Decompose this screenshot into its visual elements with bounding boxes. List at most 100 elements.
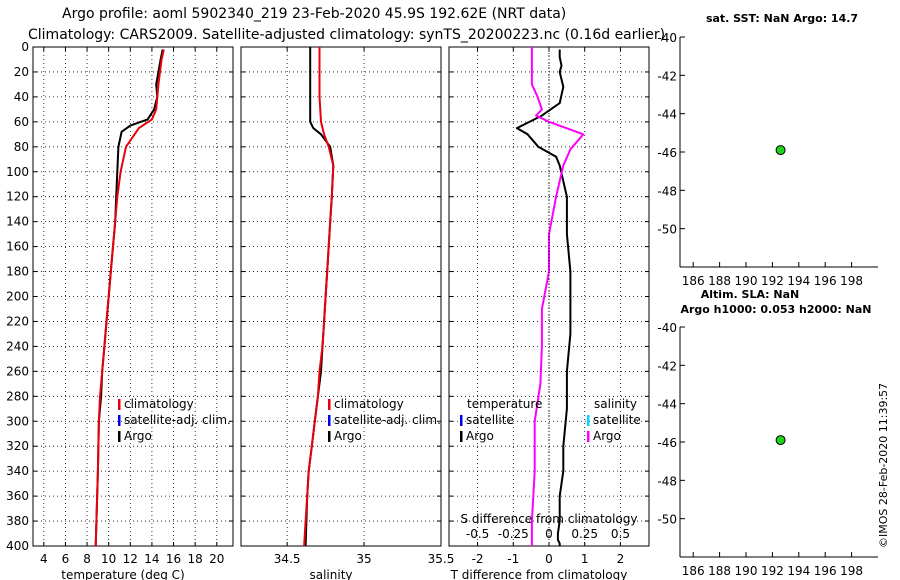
temperature-xtick-label: 16 [166, 552, 181, 566]
legend-swatch-argo [328, 431, 331, 442]
map-sst-ytick-label: -42 [657, 69, 677, 83]
map-sst-ytick-label: -48 [657, 184, 677, 198]
temperature-xtick-label: 6 [62, 552, 70, 566]
map-sst-ytick-label: -50 [657, 223, 677, 237]
legend-swatch-satellite [118, 415, 121, 426]
difference-s-tick-label: 0.25 [571, 527, 598, 541]
map-sla-ytick-label: -48 [657, 474, 677, 488]
depth-tick-label: 280 [6, 389, 29, 403]
depth-tick-label: 120 [6, 190, 29, 204]
temperature-xtick-label: 18 [188, 552, 203, 566]
depth-tick-label: 260 [6, 364, 29, 378]
map-sla-xtick-label: 186 [682, 564, 705, 578]
depth-tick-label: 180 [6, 265, 29, 279]
salinity-xtick-label: 34.5 [274, 552, 301, 566]
legend-label-s-0: satellite [593, 413, 641, 427]
depth-tick-label: 360 [6, 489, 29, 503]
map-sst-ytick-label: -44 [657, 108, 677, 122]
temperature-xtick-label: 4 [40, 552, 48, 566]
difference-panel: -2 -1 0 1 2 T difference from climatology S di… [448, 46, 650, 580]
salinity-xtick-label: 35.5 [428, 552, 455, 566]
difference-series-s-diff [530, 47, 585, 546]
map-sla-xtick-label: 196 [814, 564, 837, 578]
legend-label-climatology: climatology [124, 397, 194, 411]
legend-swatch-s-0 [587, 415, 590, 426]
plot-title-line1: Argo profile: aoml 5902340_219 23-Feb-20… [62, 6, 567, 22]
legend-swatch-satellite [328, 415, 331, 426]
depth-tick-label: 240 [6, 339, 29, 353]
map-sla-ytick-label: -46 [657, 436, 677, 450]
legend-label-t-0: satellite [466, 413, 514, 427]
depth-tick-label: 380 [6, 514, 29, 528]
map-sla-xtick-label: 190 [735, 564, 758, 578]
map-sst-xtick-label: 186 [682, 274, 705, 288]
sst-map-title: sat. SST: NaN Argo: 14.7 [706, 12, 858, 25]
legend-label-t-1: Argo [466, 429, 494, 443]
map-sla-argo-point [775, 435, 786, 446]
map-sla-xtick-label: 194 [787, 564, 810, 578]
difference-s-tick-label: 0.5 [611, 527, 630, 541]
temperature-xlabel: temperature (deg C) [61, 568, 184, 580]
salinity-panel: 34.5 35 35.5 salinity climatology satellite-a… [240, 46, 455, 580]
depth-tick-label: 0 [21, 40, 29, 54]
temperature-series-climatology [94, 49, 165, 547]
temperature-panel: 0 20 40 60 80 100 120 140 160 180 200 220 240 260 280 3… [6, 40, 234, 580]
difference-s-tick-label: 0 [545, 527, 553, 541]
map-sla-ytick-label: -42 [657, 359, 677, 373]
legend-swatch-s-1 [587, 431, 590, 442]
difference-xtick-label: 1 [581, 552, 589, 566]
map-sla-xtick-label: 198 [840, 564, 863, 578]
map-sla-ytick-label: -40 [657, 321, 677, 335]
temperature-xtick-label: 14 [144, 552, 159, 566]
legend-swatch-t-1 [460, 431, 463, 442]
depth-tick-label: 400 [6, 539, 29, 553]
difference-xtick-label: 0 [545, 552, 553, 566]
legend-temperature-header: temperature [467, 397, 542, 411]
map-sst-xtick-label: 194 [787, 274, 810, 288]
map-sst-ytick-label: -46 [657, 146, 677, 160]
difference-xlabel: T difference from climatology [450, 568, 628, 580]
difference-series-t-diff [515, 49, 572, 546]
map-sst-ytick-label: -40 [657, 31, 677, 45]
map-sla-xtick-label: 192 [761, 564, 784, 578]
depth-tick-label: 300 [6, 414, 29, 428]
salinity-xtick-label: 35 [356, 552, 371, 566]
difference-xtick-label: -2 [472, 552, 484, 566]
legend-label-satellite: satellite-adj. clim. [124, 413, 231, 427]
map-sla-xtick-label: 188 [708, 564, 731, 578]
difference-xtick-label: -1 [507, 552, 519, 566]
depth-tick-label: 80 [14, 140, 29, 154]
depth-tick-label: 320 [6, 439, 29, 453]
salinity-xlabel: salinity [309, 568, 352, 580]
temperature-xtick-label: 10 [101, 552, 116, 566]
sla-map-subtitle: Argo h1000: 0.053 h2000: NaN [680, 303, 871, 316]
difference-s-tick-label: -0.5 [466, 527, 489, 541]
map-sst-xtick-label: 198 [840, 274, 863, 288]
map-sla-ytick-label: -44 [657, 398, 677, 412]
depth-tick-label: 340 [6, 464, 29, 478]
legend-label-argo: Argo [334, 429, 362, 443]
legend-label-s-1: Argo [593, 429, 621, 443]
legend-swatch-climatology [118, 399, 121, 410]
depth-tick-label: 40 [14, 90, 29, 104]
depth-tick-label: 160 [6, 240, 29, 254]
depth-tick-label: 100 [6, 165, 29, 179]
legend-swatch-argo [118, 431, 121, 442]
difference-s-axis-label: S difference from climatology [461, 512, 638, 526]
depth-tick-label: 220 [6, 314, 29, 328]
difference-s-tick-label: -0.25 [498, 527, 529, 541]
map-sst-argo-point [775, 145, 786, 156]
sst-map-panel: -40 -42 -44 -46 -48 -50 186 188 190 192 194 196 198 s… [657, 12, 878, 288]
depth-tick-label: 20 [14, 65, 29, 79]
legend-label-satellite: satellite-adj. clim. [334, 413, 441, 427]
temperature-xtick-label: 12 [123, 552, 138, 566]
difference-xtick-label: 2 [617, 552, 625, 566]
legend-swatch-climatology [328, 399, 331, 410]
plot-title-line2: Climatology: CARS2009. Satellite-adjuste… [28, 27, 666, 43]
depth-tick-label: 140 [6, 215, 29, 229]
map-sla-ytick-label: -50 [657, 513, 677, 527]
legend-salinity-header: salinity [594, 397, 637, 411]
map-sst-xtick-label: 188 [708, 274, 731, 288]
depth-tick-label: 200 [6, 290, 29, 304]
